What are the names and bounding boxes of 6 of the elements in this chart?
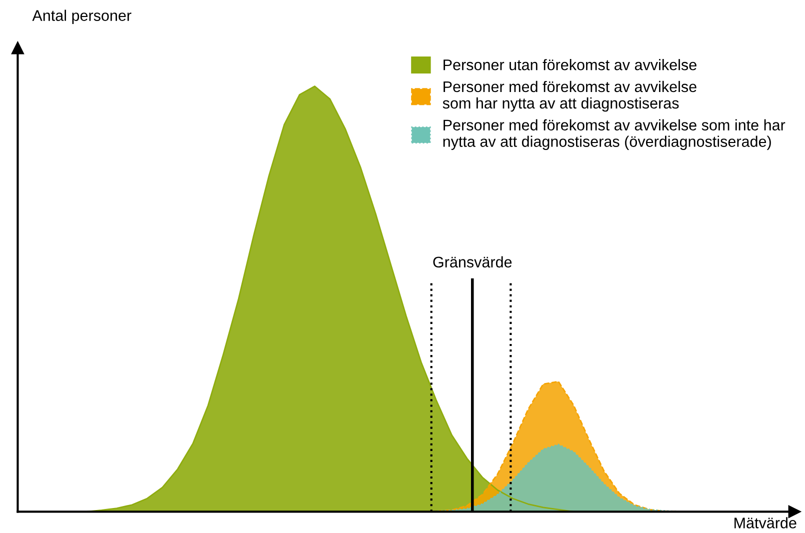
legend-label: Personer utan förekomst av avvikelse <box>444 59 696 70</box>
legend-label: Personer med förekomst av avvikelse som har nytta av att diagnostiseras <box>442 80 696 112</box>
legend-label: Personer med förekomst av avvikelse som inte har nytta av att diagnostiseras (överdiagnostiserade) <box>443 119 786 150</box>
annotation: Gränsvärde <box>433 256 512 268</box>
x-axis-title: Mätvärde <box>734 517 796 528</box>
y-axis-title: Antal personer <box>32 10 132 24</box>
